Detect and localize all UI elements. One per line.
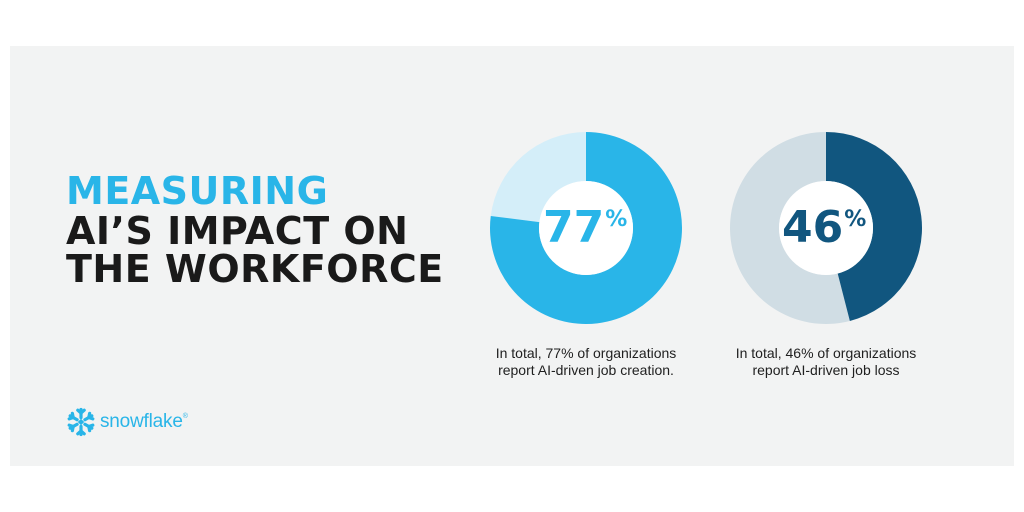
donut-value-segment	[826, 132, 922, 321]
donut-remainder-segment	[490, 132, 586, 223]
caption-line: In total, 77% of organizations	[495, 345, 677, 361]
donut-chart-job-creation	[490, 132, 682, 324]
caption-line: report AI-driven job loss	[752, 362, 900, 378]
donut-center	[779, 181, 873, 275]
percentage-value: 77	[543, 202, 605, 253]
headline-line-2: AI’S IMPACT ON	[66, 209, 409, 253]
caption-job-loss: In total, 46% of organizations report AI…	[706, 345, 946, 379]
headline-line-1: MEASURING	[66, 169, 329, 213]
donut-center	[539, 181, 633, 275]
caption-job-creation: In total, 77% of organizations report AI…	[466, 345, 706, 379]
donut-remainder-segment	[730, 132, 850, 324]
percent-sign: %	[844, 207, 867, 232]
percentage-job-loss: 46%	[782, 206, 866, 250]
snowflake-logo: snowflake ®	[66, 407, 188, 437]
headline-line-3: THE WORKFORCE	[66, 247, 444, 291]
registered-mark: ®	[182, 412, 188, 420]
logo-wordmark: snowflake	[100, 411, 183, 432]
donut-chart-job-loss	[730, 132, 922, 324]
snowflake-icon	[66, 407, 96, 437]
donut-value-segment	[490, 132, 682, 324]
caption-line: In total, 46% of organizations	[735, 345, 917, 361]
percentage-job-creation: 77%	[543, 206, 627, 250]
percent-sign: %	[605, 207, 628, 232]
percentage-value: 46	[782, 202, 844, 253]
caption-line: report AI-driven job creation.	[498, 362, 674, 378]
